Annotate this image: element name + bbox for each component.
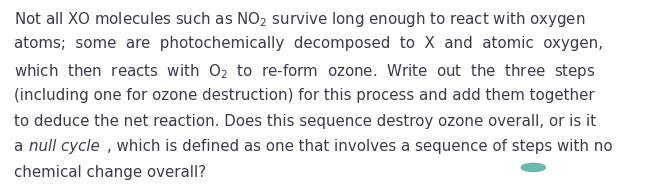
Text: Not all XO molecules such as NO$_{2}$ survive long enough to react with oxygen: Not all XO molecules such as NO$_{2}$ su… bbox=[14, 11, 586, 29]
Text: which  then  reacts  with  O$_{2}$  to  re-form  ozone.  Write  out  the  three : which then reacts with O$_{2}$ to re-for… bbox=[14, 62, 596, 81]
Text: chemical change overall?: chemical change overall? bbox=[14, 165, 206, 180]
Text: (including one for ozone destruction) for this process and add them together: (including one for ozone destruction) fo… bbox=[14, 88, 595, 103]
Text: null cycle: null cycle bbox=[29, 139, 100, 154]
Text: atoms;  some  are  photochemically  decomposed  to  X  and  atomic  oxygen,: atoms; some are photochemically decompos… bbox=[14, 36, 603, 51]
Text: a: a bbox=[14, 139, 28, 154]
Text: to deduce the net reaction. Does this sequence destroy ozone overall, or is it: to deduce the net reaction. Does this se… bbox=[14, 114, 596, 129]
Text: , which is defined as one that involves a sequence of steps with no: , which is defined as one that involves … bbox=[107, 139, 612, 154]
Circle shape bbox=[521, 163, 546, 172]
